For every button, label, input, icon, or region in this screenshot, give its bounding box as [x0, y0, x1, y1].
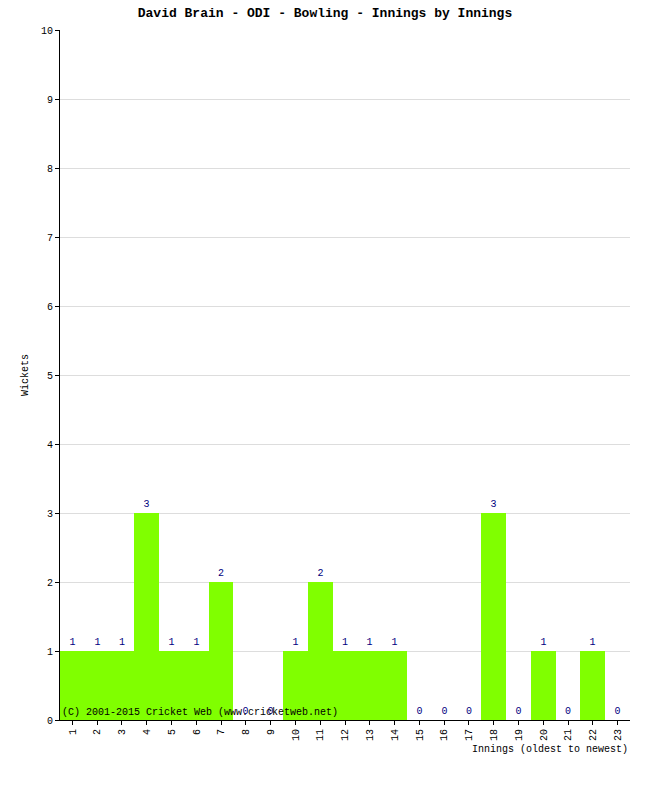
svg-text:16: 16 [439, 729, 450, 741]
svg-text:1: 1 [68, 729, 79, 735]
svg-text:12: 12 [340, 729, 351, 741]
svg-text:10: 10 [291, 729, 302, 741]
svg-text:14: 14 [390, 729, 401, 741]
svg-text:1: 1 [540, 637, 546, 648]
svg-text:20: 20 [539, 729, 550, 741]
svg-text:10: 10 [41, 26, 53, 37]
svg-text:17: 17 [464, 729, 475, 741]
svg-text:1: 1 [47, 647, 53, 658]
svg-text:1: 1 [193, 637, 199, 648]
svg-text:3: 3 [490, 499, 496, 510]
svg-text:8: 8 [241, 729, 252, 735]
svg-text:6: 6 [192, 729, 203, 735]
svg-text:1: 1 [391, 637, 397, 648]
svg-text:9: 9 [266, 729, 277, 735]
svg-text:4: 4 [142, 729, 153, 735]
svg-text:18: 18 [489, 729, 500, 741]
svg-text:1: 1 [69, 637, 75, 648]
svg-text:2: 2 [47, 578, 53, 589]
svg-text:3: 3 [143, 499, 149, 510]
svg-text:2: 2 [92, 729, 103, 735]
svg-text:1: 1 [168, 637, 174, 648]
svg-text:3: 3 [47, 509, 53, 520]
svg-text:13: 13 [365, 729, 376, 741]
svg-text:0: 0 [466, 706, 472, 717]
svg-text:1: 1 [292, 637, 298, 648]
svg-text:5: 5 [167, 729, 178, 735]
svg-text:(C) 2001-2015 Cricket Web (www: (C) 2001-2015 Cricket Web (www.cricketwe… [62, 707, 338, 718]
svg-text:0: 0 [267, 706, 273, 717]
svg-text:19: 19 [514, 729, 525, 741]
svg-text:9: 9 [47, 95, 53, 106]
svg-text:Wickets: Wickets [20, 354, 31, 396]
svg-text:23: 23 [613, 729, 624, 741]
svg-text:21: 21 [563, 729, 574, 741]
svg-text:0: 0 [416, 706, 422, 717]
svg-text:0: 0 [614, 706, 620, 717]
svg-text:8: 8 [47, 164, 53, 175]
svg-text:2: 2 [218, 568, 224, 579]
svg-text:7: 7 [47, 233, 53, 244]
svg-text:15: 15 [415, 729, 426, 741]
svg-text:0: 0 [441, 706, 447, 717]
svg-text:11: 11 [315, 729, 326, 741]
svg-text:Innings (oldest to newest): Innings (oldest to newest) [472, 744, 628, 755]
svg-text:1: 1 [119, 637, 125, 648]
svg-text:1: 1 [589, 637, 595, 648]
svg-text:4: 4 [47, 440, 53, 451]
svg-text:3: 3 [117, 729, 128, 735]
svg-text:22: 22 [588, 729, 599, 741]
svg-text:2: 2 [317, 568, 323, 579]
svg-text:0: 0 [565, 706, 571, 717]
svg-text:0: 0 [47, 716, 53, 727]
svg-text:6: 6 [47, 302, 53, 313]
svg-text:5: 5 [47, 371, 53, 382]
svg-text:0: 0 [242, 706, 248, 717]
svg-text:7: 7 [216, 729, 227, 735]
svg-text:1: 1 [342, 637, 348, 648]
svg-text:1: 1 [94, 637, 100, 648]
svg-text:1: 1 [366, 637, 372, 648]
svg-text:David Brain - ODI - Bowling -: David Brain - ODI - Bowling - Innings by… [138, 6, 513, 21]
svg-text:0: 0 [515, 706, 521, 717]
